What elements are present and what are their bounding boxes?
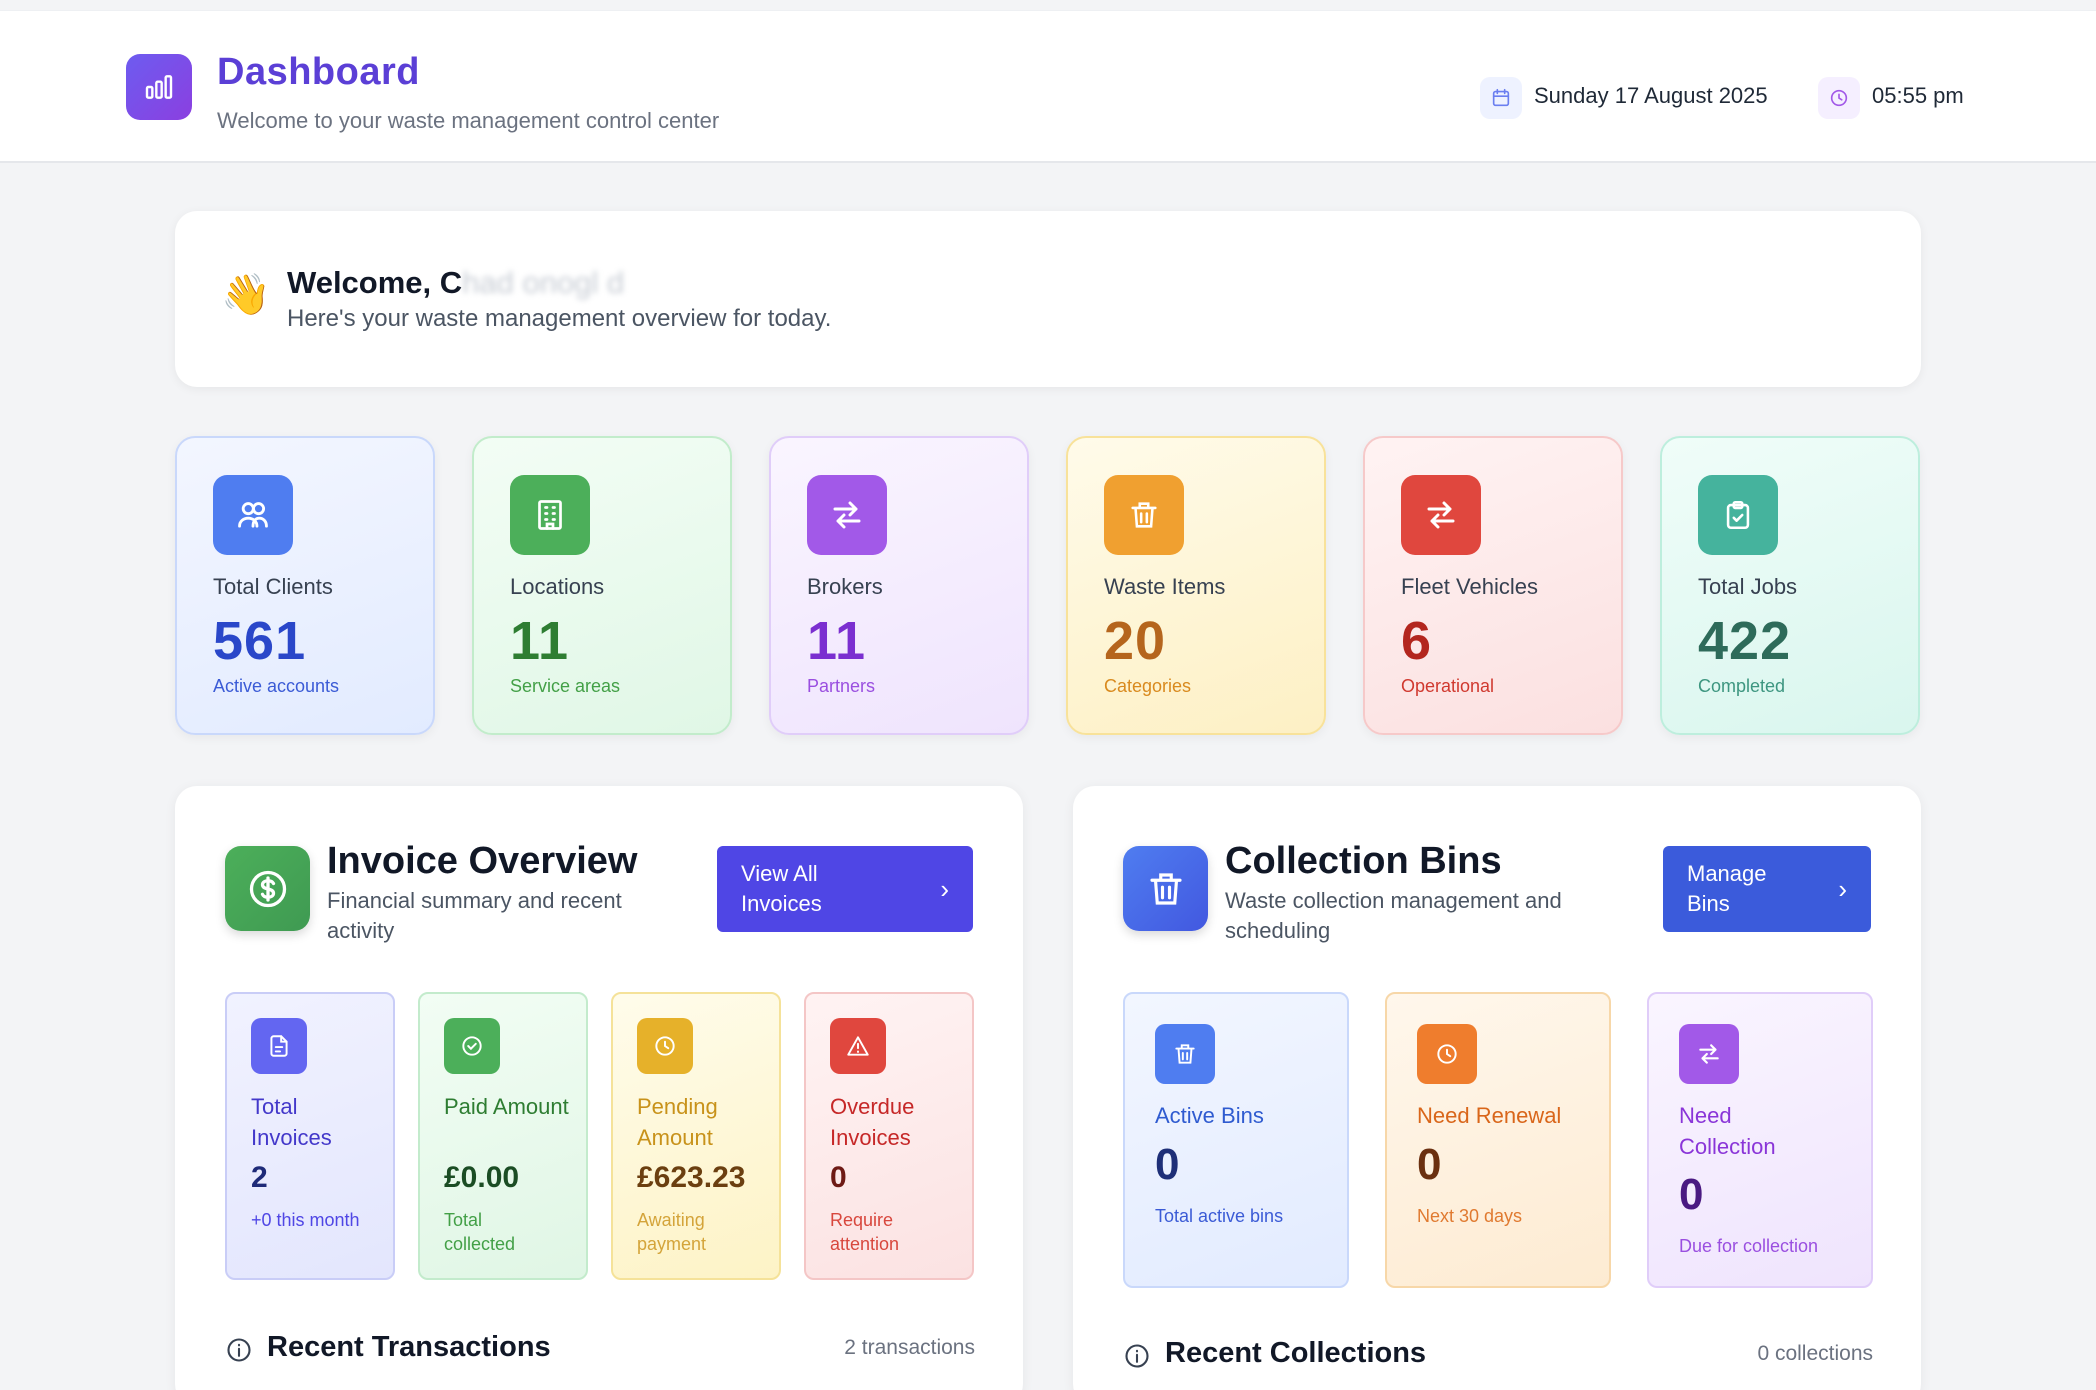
stat-label: Waste Items [1104,574,1226,599]
recent-collections-title: Recent Collections [1165,1337,1427,1369]
invoice-overview-title: Invoice Overview [327,840,638,882]
document-icon [251,1018,307,1074]
stat-label: Total Jobs [1698,574,1798,599]
stat-value: 11 [807,611,867,671]
waving-hand-icon: 👋 [221,273,271,317]
bins-card-subtext: Due for collection [1679,1236,1819,1256]
clipboard-check-icon [1698,475,1778,555]
invoice-card-overdue[interactable]: Overdue Invoices 0 Require attention [804,992,974,1280]
stat-label: Locations [510,574,605,599]
collection-bins-title: Collection Bins [1225,840,1502,882]
collection-bins-subtitle: Waste collection management and scheduli… [1225,888,1562,943]
stat-label: Fleet Vehicles [1401,574,1538,599]
stat-card-brokers[interactable]: Brokers 11 Partners [769,436,1029,735]
page-subtitle: Welcome to your waste management control… [217,108,720,133]
chevron-right-icon: › [1838,874,1847,904]
invoice-card-value: 0 [830,1161,847,1194]
current-time: 05:55 pm [1872,83,1964,108]
bins-card-label: Need Renewal [1417,1103,1562,1128]
invoice-card-total[interactable]: Total Invoices 2 +0 this month [225,992,395,1280]
invoice-card-value: £0.00 [444,1161,520,1194]
stat-subtext: Partners [807,676,876,696]
stat-value: 6 [1401,611,1433,671]
bins-card-need-renewal[interactable]: Need Renewal 0 Next 30 days [1385,992,1611,1288]
stat-card-total-jobs[interactable]: Total Jobs 422 Completed [1660,436,1920,735]
stat-card-waste-items[interactable]: Waste Items 20 Categories [1066,436,1326,735]
current-date: Sunday 17 August 2025 [1534,83,1768,108]
stat-value: 20 [1104,611,1167,671]
bins-card-active[interactable]: Active Bins 0 Total active bins [1123,992,1349,1288]
clock-icon [1818,77,1860,119]
view-all-invoices-label: View All Invoices [741,861,822,916]
arrows-exchange-icon [1679,1024,1739,1084]
trash-icon [1104,475,1184,555]
calendar-icon [1480,77,1522,119]
bins-card-value: 0 [1417,1140,1442,1189]
invoice-card-subtext: +0 this month [251,1210,360,1230]
page-title: Dashboard [217,51,420,93]
bar-chart-icon [126,54,192,120]
stat-label: Brokers [807,574,883,599]
invoice-card-label: Paid Amount [444,1094,569,1119]
invoice-card-subtext: Total collected [444,1210,516,1254]
stat-subtext: Categories [1104,676,1192,696]
top-header: Dashboard Welcome to your waste manageme… [0,10,2096,163]
info-icon [1125,1344,1149,1368]
invoice-card-subtext: Awaiting payment [637,1210,707,1254]
chevron-right-icon: › [940,874,949,904]
invoice-card-pending[interactable]: Pending Amount £623.23 Awaiting payment [611,992,781,1280]
bins-card-label: Active Bins [1155,1103,1264,1128]
welcome-title: Welcome, Chad onogl d [287,265,625,300]
stat-subtext: Operational [1401,676,1495,696]
clock-icon [637,1018,693,1074]
stat-label: Total Clients [213,574,333,599]
bins-card-value: 0 [1679,1170,1704,1219]
stat-value: 561 [213,611,307,671]
collection-bins-panel: Collection Bins Waste collection managem… [1073,786,1921,1390]
manage-bins-label: Manage Bins [1687,861,1767,916]
arrows-exchange-icon [1401,475,1481,555]
stat-card-locations[interactable]: Locations 11 Service areas [472,436,732,735]
users-icon [213,475,293,555]
stat-card-total-clients[interactable]: Total Clients 561 Active accounts [175,436,435,735]
welcome-card: 👋 Welcome, Chad onogl d Here's your wast… [175,211,1921,387]
trash-icon [1123,846,1208,931]
recent-collections-count: 0 collections [1757,1342,1873,1365]
invoice-card-label: Overdue Invoices [830,1094,915,1150]
arrows-exchange-icon [807,475,887,555]
recent-transactions-count: 2 transactions [844,1336,975,1359]
invoice-card-label: Total Invoices [251,1094,332,1150]
invoice-card-paid[interactable]: Paid Amount £0.00 Total collected [418,992,588,1280]
recent-transactions-title: Recent Transactions [267,1331,551,1363]
clock-icon [1417,1024,1477,1084]
dollar-circle-icon [225,846,310,931]
invoice-card-label: Pending Amount [637,1094,718,1150]
stat-subtext: Active accounts [213,676,340,696]
view-all-invoices-button[interactable]: View All Invoices › [717,846,973,932]
info-icon [227,1338,251,1362]
invoice-overview-panel: Invoice Overview Financial summary and r… [175,786,1023,1390]
stat-value: 422 [1698,611,1792,671]
user-name-blurred: had onogl d [462,265,625,300]
stat-card-fleet-vehicles[interactable]: Fleet Vehicles 6 Operational [1363,436,1623,735]
welcome-message: Here's your waste management overview fo… [287,305,832,332]
bins-card-value: 0 [1155,1140,1180,1189]
manage-bins-button[interactable]: Manage Bins › [1663,846,1871,932]
invoice-card-value: 2 [251,1161,268,1194]
bins-card-subtext: Total active bins [1155,1206,1284,1226]
bins-card-subtext: Next 30 days [1417,1206,1523,1226]
invoice-card-subtext: Require attention [830,1210,900,1254]
warning-icon [830,1018,886,1074]
stat-subtext: Completed [1698,676,1786,696]
building-icon [510,475,590,555]
stat-value: 11 [510,611,570,671]
bins-card-label: Need Collection [1679,1103,1776,1159]
trash-icon [1155,1024,1215,1084]
stat-subtext: Service areas [510,676,621,696]
check-circle-icon [444,1018,500,1074]
invoice-card-value: £623.23 [637,1161,746,1194]
bins-card-need-collection[interactable]: Need Collection 0 Due for collection [1647,992,1873,1288]
invoice-overview-subtitle: Financial summary and recent activity [327,888,622,943]
